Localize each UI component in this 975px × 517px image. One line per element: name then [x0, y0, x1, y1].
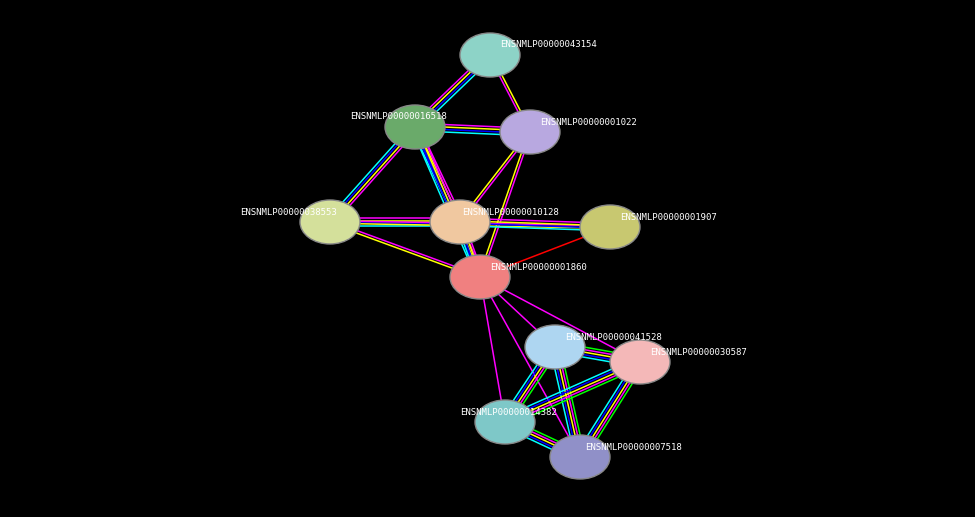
Text: ENSNMLP00000016518: ENSNMLP00000016518	[350, 112, 447, 121]
Text: ENSNMLP00000038553: ENSNMLP00000038553	[240, 208, 336, 217]
Ellipse shape	[450, 255, 510, 299]
Text: ENSNMLP00000001907: ENSNMLP00000001907	[620, 213, 717, 222]
Ellipse shape	[430, 200, 490, 244]
Ellipse shape	[500, 110, 560, 154]
Text: ENSNMLP00000030587: ENSNMLP00000030587	[650, 348, 747, 357]
Ellipse shape	[610, 340, 670, 384]
Ellipse shape	[385, 105, 445, 149]
Text: ENSNMLP00000014382: ENSNMLP00000014382	[460, 408, 557, 417]
Ellipse shape	[460, 33, 520, 77]
Ellipse shape	[475, 400, 535, 444]
Text: ENSNMLP00000043154: ENSNMLP00000043154	[500, 40, 597, 49]
Ellipse shape	[525, 325, 585, 369]
Text: ENSNMLP00000041528: ENSNMLP00000041528	[565, 333, 662, 342]
Ellipse shape	[550, 435, 610, 479]
Ellipse shape	[580, 205, 640, 249]
Text: ENSNMLP00000010128: ENSNMLP00000010128	[462, 208, 559, 217]
Ellipse shape	[300, 200, 360, 244]
Text: ENSNMLP00000007518: ENSNMLP00000007518	[585, 443, 682, 452]
Text: ENSNMLP00000001022: ENSNMLP00000001022	[540, 118, 637, 127]
Text: ENSNMLP00000001860: ENSNMLP00000001860	[490, 263, 587, 272]
